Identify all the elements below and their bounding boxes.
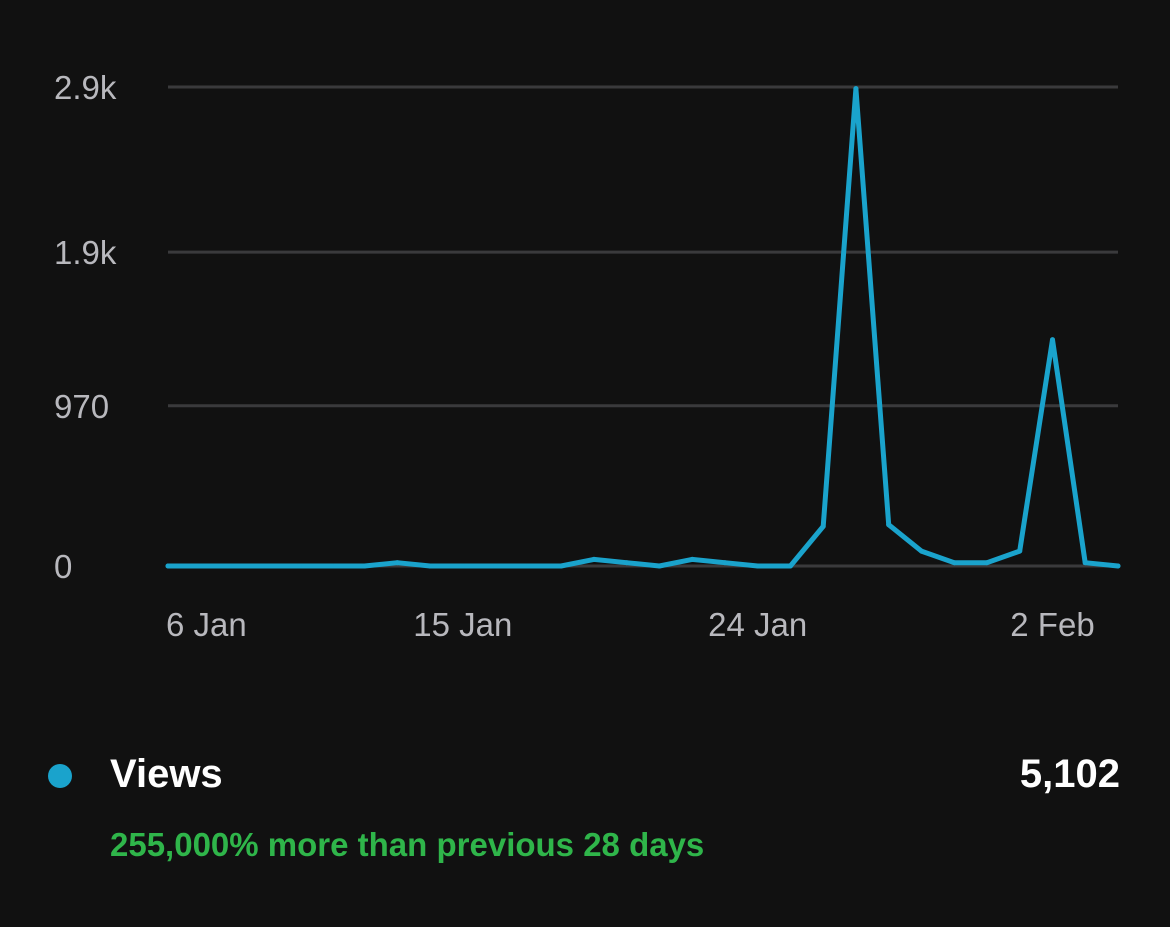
data-point [1115, 563, 1121, 569]
y-tick-label: 1.9k [54, 234, 117, 271]
data-point [722, 560, 728, 566]
data-point [329, 563, 335, 569]
y-tick-label: 970 [54, 388, 109, 425]
series-line-views [165, 86, 1121, 569]
x-tick-label: 2 Feb [1010, 606, 1094, 643]
data-point [460, 563, 466, 569]
data-point [558, 563, 564, 569]
data-point [165, 563, 171, 569]
data-point [231, 563, 237, 569]
data-point [296, 563, 302, 569]
data-point [984, 560, 990, 566]
data-point [820, 523, 826, 529]
data-point [755, 563, 761, 569]
legend-label-views: Views [110, 752, 223, 796]
data-point [591, 556, 597, 562]
data-point [624, 560, 630, 566]
data-point [951, 560, 957, 566]
x-tick-label: 15 Jan [413, 606, 512, 643]
data-point [1017, 548, 1023, 554]
x-tick-label: 6 Jan [166, 606, 247, 643]
data-point [525, 563, 531, 569]
data-point [656, 563, 662, 569]
comparison-text: 255,000% more than previous 28 days [110, 826, 705, 863]
legend-row: Views 5,102 [48, 748, 1120, 804]
views-series-dot [48, 764, 72, 788]
data-point [787, 563, 793, 569]
y-tick-label: 0 [54, 548, 72, 585]
data-point [689, 556, 695, 562]
series-layer [165, 86, 1121, 569]
data-point [493, 563, 499, 569]
data-point [1049, 337, 1055, 343]
data-point [427, 563, 433, 569]
data-point [918, 548, 924, 554]
y-axis-ticks: 0 970 1.9k 2.9k [54, 69, 117, 585]
views-line-chart: 0 970 1.9k 2.9k 6 Jan 15 Jan 24 Jan 2 Feb [54, 69, 1121, 643]
x-axis-ticks: 6 Jan 15 Jan 24 Jan 2 Feb [166, 606, 1095, 643]
data-point [394, 560, 400, 566]
grid-lines [168, 85, 1118, 568]
data-point [1082, 560, 1088, 566]
y-tick-label: 2.9k [54, 69, 117, 106]
data-point [198, 563, 204, 569]
x-tick-label: 24 Jan [708, 606, 807, 643]
views-total-value: 5,102 [1019, 752, 1120, 796]
data-point [362, 563, 368, 569]
data-point [853, 86, 859, 92]
data-point [886, 522, 892, 528]
data-point [263, 563, 269, 569]
